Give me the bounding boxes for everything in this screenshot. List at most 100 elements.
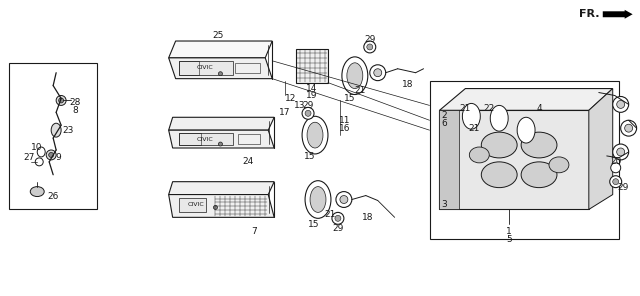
- Ellipse shape: [310, 187, 326, 213]
- Text: 23: 23: [63, 126, 74, 135]
- Text: 29: 29: [302, 101, 314, 110]
- Text: 4: 4: [536, 104, 542, 113]
- Circle shape: [340, 196, 348, 203]
- Text: 7: 7: [252, 227, 257, 236]
- Text: 20: 20: [610, 157, 621, 166]
- Text: 15: 15: [308, 220, 320, 229]
- Circle shape: [367, 44, 372, 50]
- Circle shape: [610, 176, 621, 188]
- Text: CIVIC: CIVIC: [187, 202, 204, 207]
- Circle shape: [370, 65, 386, 81]
- Bar: [179, 197, 207, 213]
- Polygon shape: [169, 41, 272, 58]
- Circle shape: [611, 163, 621, 173]
- Ellipse shape: [481, 132, 517, 158]
- Text: 21: 21: [460, 104, 471, 113]
- Polygon shape: [169, 117, 274, 130]
- Circle shape: [46, 150, 56, 160]
- Ellipse shape: [305, 181, 331, 218]
- Circle shape: [621, 120, 637, 136]
- Text: 22: 22: [484, 104, 495, 113]
- Text: 3: 3: [442, 200, 447, 209]
- Text: 9: 9: [55, 153, 61, 163]
- Text: 21: 21: [324, 210, 335, 219]
- Text: 28: 28: [69, 98, 81, 107]
- Ellipse shape: [30, 187, 44, 197]
- Text: 19: 19: [307, 91, 318, 100]
- Text: FR.: FR.: [579, 9, 599, 19]
- Polygon shape: [169, 182, 274, 194]
- Bar: [10, 63, 97, 209]
- Ellipse shape: [481, 162, 517, 188]
- Ellipse shape: [307, 122, 323, 148]
- Circle shape: [625, 124, 632, 132]
- Ellipse shape: [347, 63, 363, 89]
- Polygon shape: [440, 110, 589, 209]
- Text: 10: 10: [31, 144, 42, 152]
- Polygon shape: [169, 130, 274, 148]
- Circle shape: [56, 96, 66, 105]
- Polygon shape: [589, 89, 612, 209]
- Text: 26: 26: [47, 192, 59, 201]
- Text: CIVIC: CIVIC: [197, 136, 214, 141]
- Text: 17: 17: [280, 108, 291, 117]
- Text: 18: 18: [402, 80, 413, 89]
- Bar: [296, 49, 328, 83]
- Ellipse shape: [462, 103, 480, 129]
- Polygon shape: [169, 194, 274, 217]
- Ellipse shape: [302, 116, 328, 154]
- Circle shape: [305, 110, 311, 116]
- Text: 18: 18: [362, 213, 374, 222]
- FancyArrow shape: [603, 10, 632, 19]
- Ellipse shape: [51, 123, 61, 137]
- Circle shape: [617, 148, 625, 156]
- Circle shape: [332, 213, 344, 224]
- Text: 14: 14: [307, 84, 317, 93]
- Text: CIVIC: CIVIC: [197, 65, 214, 70]
- Circle shape: [374, 69, 381, 77]
- Polygon shape: [440, 89, 612, 110]
- Circle shape: [612, 144, 628, 160]
- Text: 16: 16: [339, 124, 351, 133]
- Ellipse shape: [342, 57, 368, 94]
- Circle shape: [617, 100, 625, 108]
- Circle shape: [214, 205, 218, 209]
- Ellipse shape: [521, 162, 557, 188]
- Text: 24: 24: [243, 157, 254, 166]
- Circle shape: [364, 41, 376, 53]
- Text: 8: 8: [72, 106, 78, 115]
- Text: 29: 29: [617, 183, 628, 192]
- Circle shape: [612, 179, 619, 185]
- Text: 13: 13: [294, 101, 306, 110]
- Circle shape: [336, 192, 352, 207]
- Text: 29: 29: [332, 224, 344, 233]
- Circle shape: [49, 152, 54, 157]
- Polygon shape: [169, 58, 272, 79]
- Text: 21: 21: [354, 86, 365, 95]
- Bar: [179, 133, 200, 145]
- Text: 6: 6: [442, 119, 447, 128]
- Text: 29: 29: [364, 35, 376, 44]
- Circle shape: [218, 142, 223, 146]
- Bar: [429, 81, 619, 239]
- Text: 12: 12: [285, 94, 297, 103]
- Circle shape: [59, 98, 63, 103]
- Text: 1: 1: [506, 227, 512, 236]
- Circle shape: [335, 215, 341, 221]
- Text: 15: 15: [344, 94, 356, 103]
- Bar: [179, 133, 234, 145]
- Ellipse shape: [549, 157, 569, 173]
- Text: 27: 27: [24, 153, 35, 163]
- Text: 11: 11: [339, 116, 351, 125]
- Circle shape: [302, 107, 314, 119]
- Ellipse shape: [490, 105, 508, 131]
- Ellipse shape: [517, 117, 535, 143]
- Circle shape: [218, 72, 223, 76]
- Circle shape: [612, 96, 628, 112]
- Text: 15: 15: [304, 152, 316, 161]
- Bar: [236, 63, 260, 73]
- Text: 21: 21: [468, 124, 480, 133]
- Text: 25: 25: [212, 30, 224, 40]
- Text: 5: 5: [506, 235, 512, 244]
- Bar: [238, 134, 260, 144]
